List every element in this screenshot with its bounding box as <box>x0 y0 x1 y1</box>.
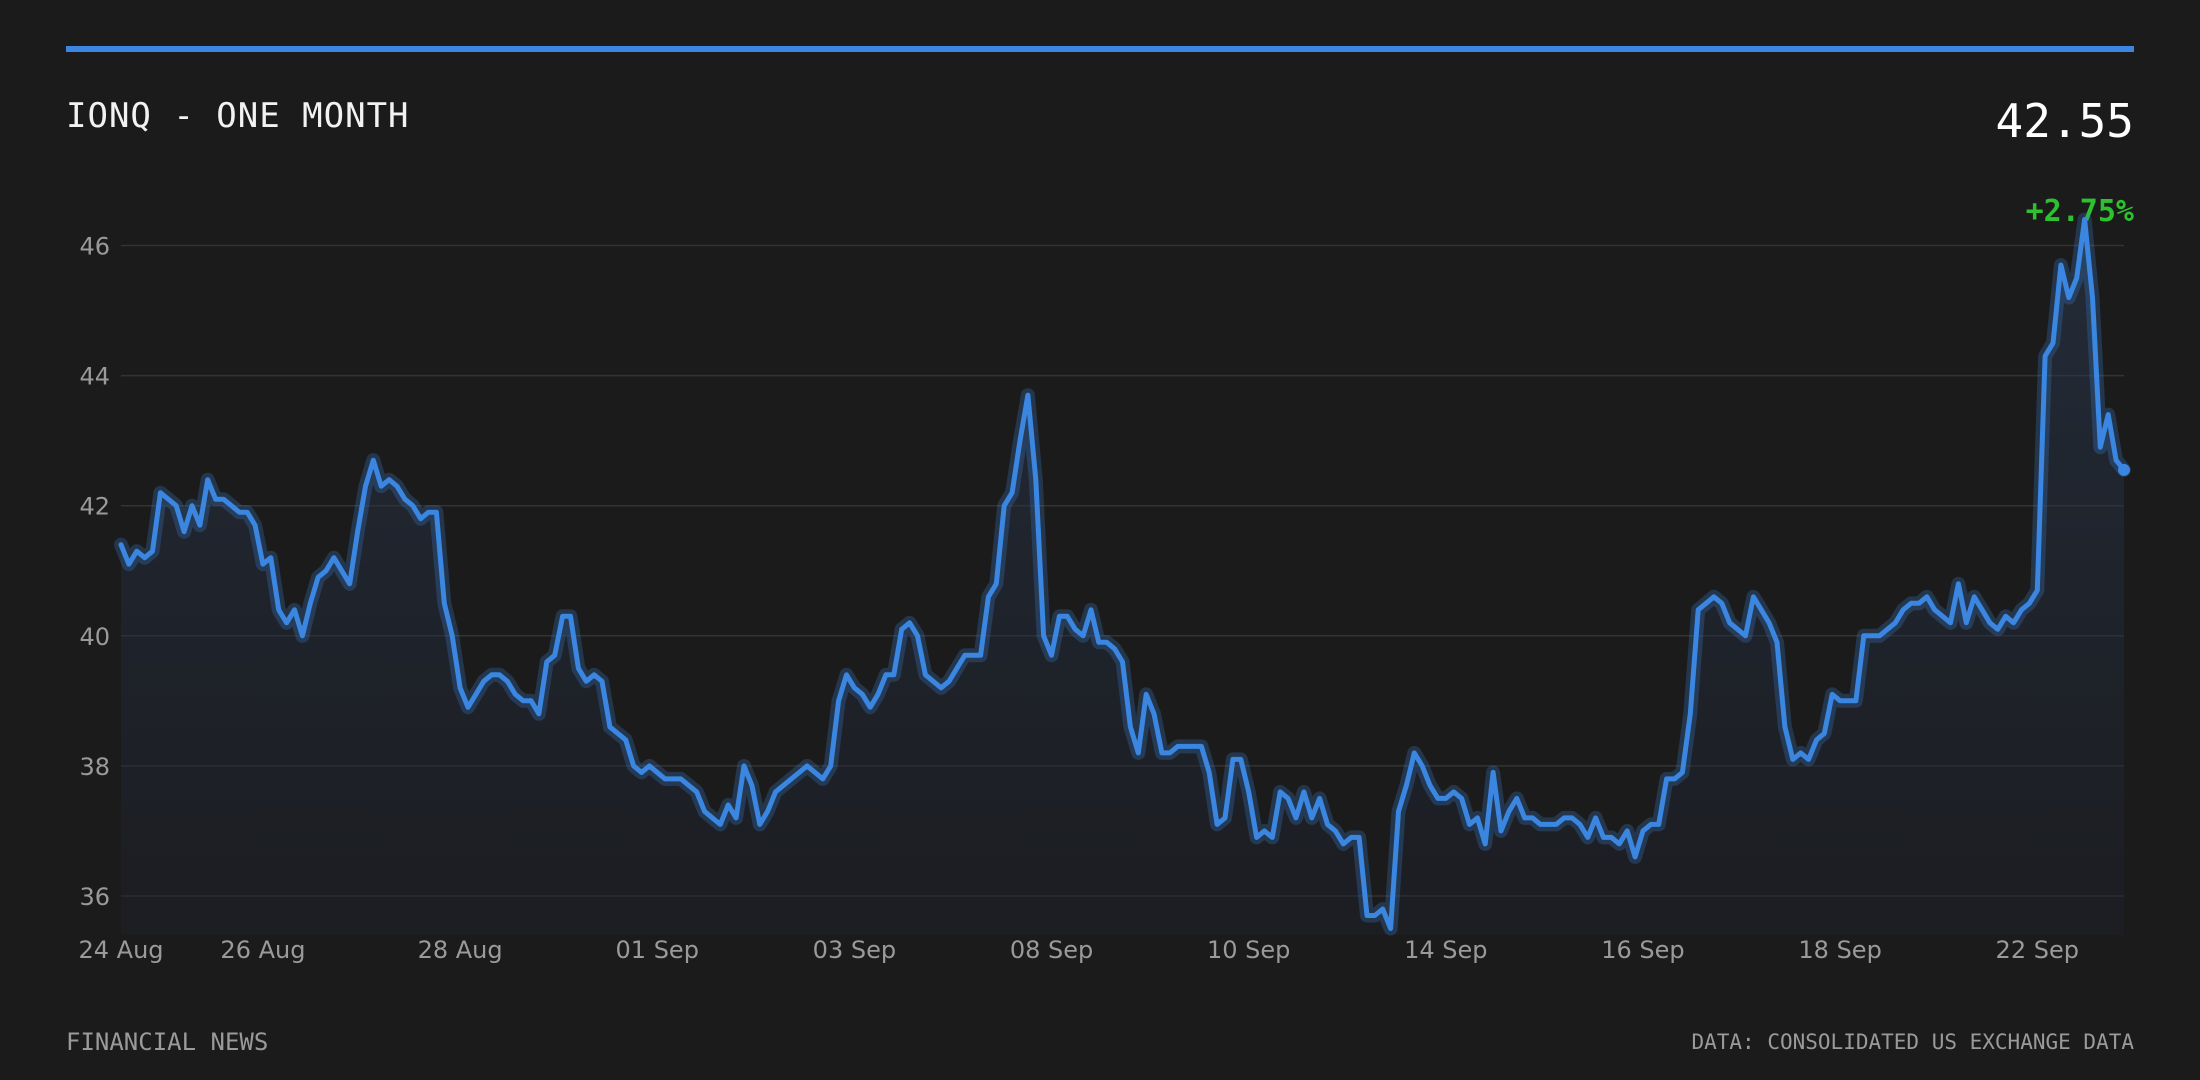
y-tick-label: 36 <box>79 883 110 911</box>
y-tick-label: 38 <box>79 753 110 781</box>
x-axis-ticks: 24 Aug 26 Aug 28 Aug 01 Sep 03 Sep 08 Sep 10 S… <box>78 936 2078 964</box>
y-tick-label: 40 <box>79 623 110 651</box>
x-tick-label: 08 Sep <box>1010 936 1093 964</box>
x-tick-label: 18 Sep <box>1798 936 1881 964</box>
price-change: +2.75% <box>2025 194 2134 229</box>
x-tick-label: 28 Aug <box>418 936 503 964</box>
price-area-fill <box>121 219 2124 935</box>
x-tick-label: 24 Aug <box>78 936 163 964</box>
page-title: IONQ - ONE MONTH <box>66 96 410 136</box>
y-tick-label: 44 <box>79 363 110 391</box>
price-line <box>118 217 2127 931</box>
x-tick-label: 16 Sep <box>1601 936 1684 964</box>
x-tick-label: 14 Sep <box>1404 936 1487 964</box>
x-tick-label: 22 Sep <box>1996 936 2079 964</box>
last-price-marker <box>2118 463 2130 476</box>
y-tick-label: 42 <box>79 493 110 521</box>
price-chart: 36 38 40 42 44 46 24 Aug 26 Aug 28 Aug 01 Sep 03 … <box>78 212 2131 964</box>
x-tick-label: 01 Sep <box>616 936 699 964</box>
x-tick-label: 26 Aug <box>220 936 305 964</box>
top-accent-rule <box>66 46 2134 52</box>
y-tick-label: 46 <box>79 233 110 261</box>
x-tick-label: 03 Sep <box>813 936 896 964</box>
y-axis-ticks: 36 38 40 42 44 46 <box>79 233 110 911</box>
footer-source-right: DATA: CONSOLIDATED US EXCHANGE DATA <box>1691 1030 2134 1054</box>
footer-source-left: FINANCIAL NEWS <box>66 1028 269 1056</box>
x-tick-label: 10 Sep <box>1207 936 1290 964</box>
last-price: 42.55 <box>1995 94 2134 148</box>
